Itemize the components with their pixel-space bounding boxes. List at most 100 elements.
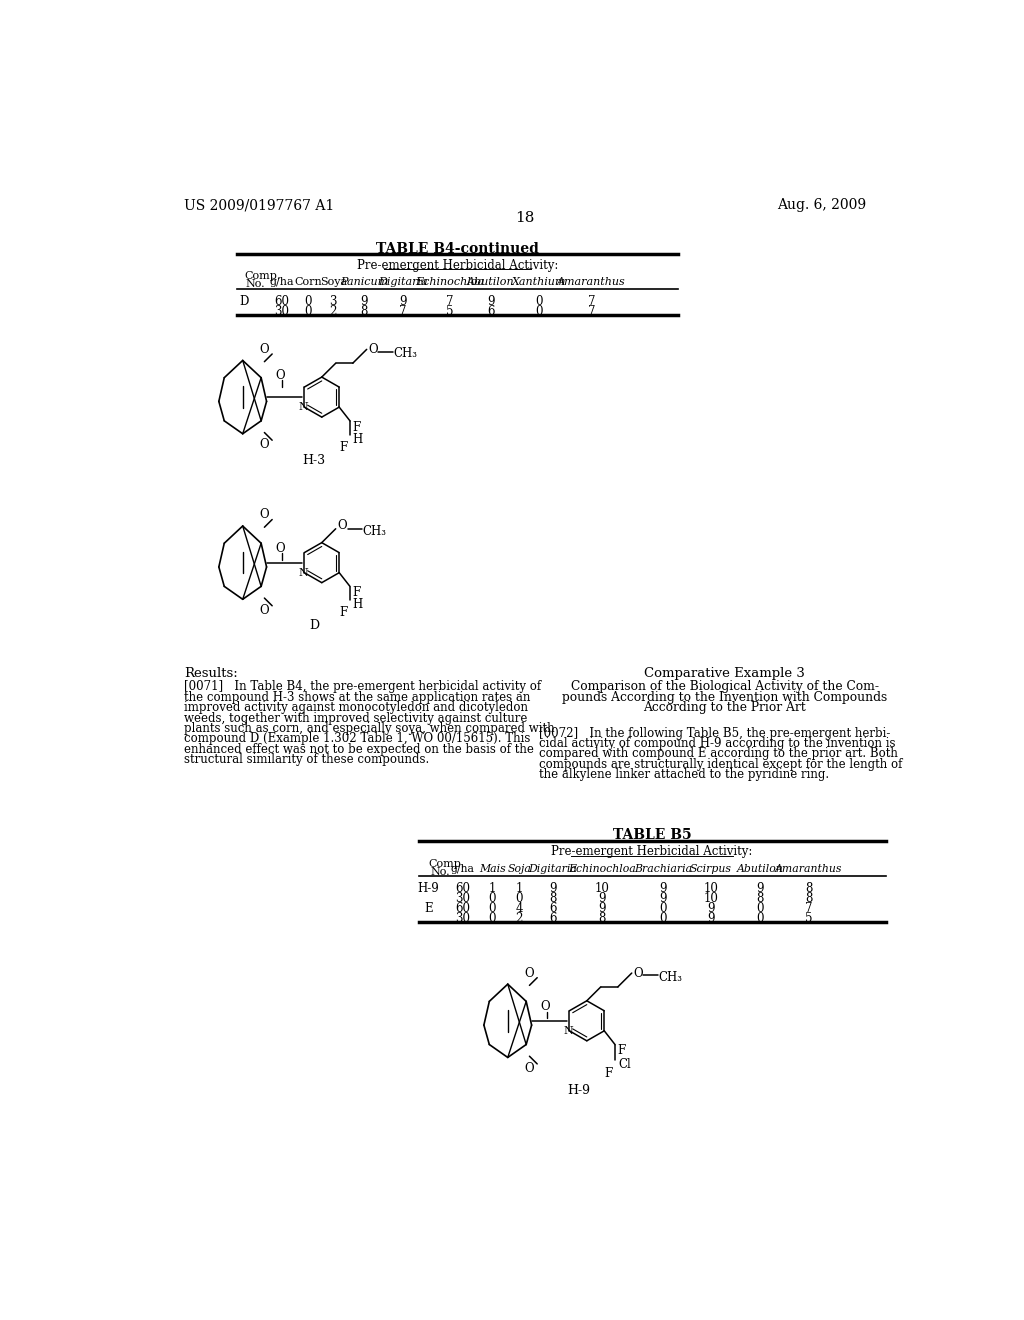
Text: CH₃: CH₃ [658, 972, 683, 985]
Text: E: E [424, 903, 433, 915]
Text: Abutilon: Abutilon [737, 863, 783, 874]
Text: O: O [275, 370, 285, 381]
Text: compounds are structurally identical except for the length of: compounds are structurally identical exc… [539, 758, 902, 771]
Text: Xanthium: Xanthium [512, 277, 566, 286]
Text: 0: 0 [488, 892, 496, 906]
Text: O: O [275, 543, 285, 556]
Text: 60: 60 [274, 296, 289, 309]
Text: 9: 9 [399, 296, 407, 309]
Text: Digitaria: Digitaria [528, 863, 578, 874]
Text: 8: 8 [360, 305, 368, 318]
Text: [0071]   In Table B4, the pre-emergent herbicidal activity of: [0071] In Table B4, the pre-emergent her… [183, 681, 541, 693]
Text: No.: No. [246, 279, 265, 289]
Text: 7: 7 [399, 305, 407, 318]
Text: Pre-emergent Herbicidal Activity:: Pre-emergent Herbicidal Activity: [551, 845, 753, 858]
Text: Comparison of the Biological Activity of the Com-: Comparison of the Biological Activity of… [570, 681, 879, 693]
Text: 0: 0 [304, 305, 311, 318]
Text: 0: 0 [488, 912, 496, 925]
Text: 6: 6 [549, 912, 556, 925]
Text: O: O [260, 438, 269, 451]
Text: 60: 60 [456, 882, 470, 895]
Text: cidal activity of compound H-9 according to the invention is: cidal activity of compound H-9 according… [539, 737, 895, 750]
Text: H: H [352, 598, 362, 611]
Text: Panicum: Panicum [340, 277, 388, 286]
Text: g/ha: g/ha [269, 277, 294, 286]
Text: 9: 9 [707, 912, 715, 925]
Text: F: F [605, 1067, 613, 1080]
Text: 8: 8 [757, 892, 764, 906]
Text: F: F [340, 606, 348, 619]
Text: Scirpus: Scirpus [690, 863, 732, 874]
Text: [0072]   In the following Table B5, the pre-emergent herbi-: [0072] In the following Table B5, the pr… [539, 726, 890, 739]
Text: Corn: Corn [294, 277, 322, 286]
Text: N: N [298, 403, 308, 412]
Text: Cl: Cl [618, 1059, 631, 1072]
Text: CH₃: CH₃ [393, 347, 418, 360]
Text: the compound H-3 shows at the same application rates an: the compound H-3 shows at the same appli… [183, 690, 530, 704]
Text: 10: 10 [703, 882, 718, 895]
Text: Comp.: Comp. [429, 859, 465, 869]
Text: 30: 30 [274, 305, 289, 318]
Text: 9: 9 [707, 903, 715, 915]
Text: improved activity against monocotyledon and dicotyledon: improved activity against monocotyledon … [183, 701, 527, 714]
Text: 6: 6 [487, 305, 495, 318]
Text: 0: 0 [304, 296, 311, 309]
Text: N: N [563, 1026, 572, 1036]
Text: 4: 4 [516, 903, 523, 915]
Text: 9: 9 [659, 892, 667, 906]
Text: 0: 0 [488, 903, 496, 915]
Text: weeds, together with improved selectivity against culture: weeds, together with improved selectivit… [183, 711, 527, 725]
Text: H: H [352, 433, 362, 446]
Text: 0: 0 [535, 305, 543, 318]
Text: O: O [524, 1063, 535, 1074]
Text: 10: 10 [703, 892, 718, 906]
Text: H-9: H-9 [418, 882, 439, 895]
Text: 6: 6 [549, 903, 556, 915]
Text: 0: 0 [659, 912, 667, 925]
Text: O: O [260, 343, 269, 356]
Text: 60: 60 [456, 903, 470, 915]
Text: Amaranthus: Amaranthus [775, 863, 842, 874]
Text: compound D (Example 1.302 Table 1, WO 00/15615). This: compound D (Example 1.302 Table 1, WO 00… [183, 733, 530, 746]
Text: O: O [260, 508, 269, 521]
Text: Amaranthus: Amaranthus [557, 277, 626, 286]
Text: plants such as corn, and especially soya, when compared with: plants such as corn, and especially soya… [183, 722, 554, 735]
Text: 1: 1 [516, 882, 523, 895]
Text: 1: 1 [488, 882, 496, 895]
Text: TABLE B5: TABLE B5 [612, 829, 691, 842]
Text: 10: 10 [595, 882, 609, 895]
Text: 8: 8 [805, 882, 812, 895]
Text: US 2009/0197767 A1: US 2009/0197767 A1 [183, 198, 334, 213]
Text: the alkylene linker attached to the pyridine ring.: the alkylene linker attached to the pyri… [539, 768, 828, 781]
Text: Abutilon: Abutilon [467, 277, 514, 286]
Text: pounds According to the Invention with Compounds: pounds According to the Invention with C… [562, 690, 888, 704]
Text: H-3: H-3 [302, 454, 326, 467]
Text: 5: 5 [445, 305, 454, 318]
Text: N: N [298, 568, 308, 578]
Text: structural similarity of these compounds.: structural similarity of these compounds… [183, 754, 429, 766]
Text: 9: 9 [659, 882, 667, 895]
Text: 7: 7 [588, 305, 595, 318]
Text: Soya: Soya [319, 277, 347, 286]
Text: 2: 2 [516, 912, 523, 925]
Text: 7: 7 [805, 903, 812, 915]
Text: Brachiaria: Brachiaria [634, 863, 692, 874]
Text: Aug. 6, 2009: Aug. 6, 2009 [776, 198, 866, 213]
Text: 0: 0 [757, 912, 764, 925]
Text: 0: 0 [757, 903, 764, 915]
Text: 9: 9 [757, 882, 764, 895]
Text: 9: 9 [549, 882, 556, 895]
Text: Mais: Mais [479, 863, 506, 874]
Text: 3: 3 [330, 296, 337, 309]
Text: Comp.: Comp. [245, 271, 281, 281]
Text: No.: No. [430, 867, 450, 876]
Text: 5: 5 [805, 912, 812, 925]
Text: D: D [240, 296, 249, 309]
Text: 9: 9 [599, 892, 606, 906]
Text: Echinochloa: Echinochloa [568, 863, 636, 874]
Text: 30: 30 [456, 892, 470, 906]
Text: O: O [260, 603, 269, 616]
Text: 8: 8 [599, 912, 606, 925]
Text: 18: 18 [515, 211, 535, 224]
Text: 7: 7 [445, 296, 454, 309]
